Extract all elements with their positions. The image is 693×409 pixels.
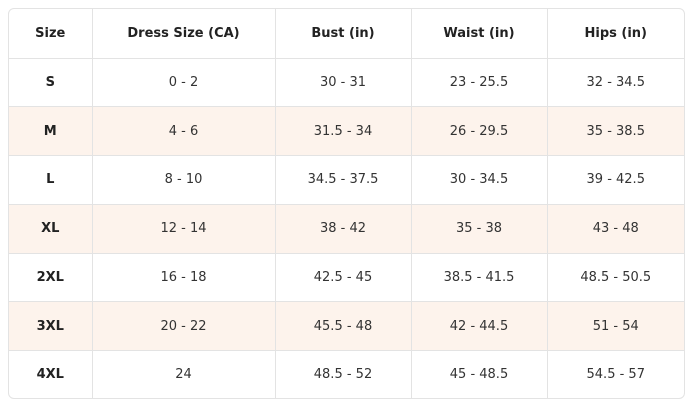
table-cell: 35 - 38	[410, 203, 548, 254]
table-cell: 23 - 25.5	[410, 57, 548, 108]
table-cell: 42.5 - 45	[274, 252, 412, 303]
table-cell: 38.5 - 41.5	[410, 252, 548, 303]
table-row: XL 12 - 14 38 - 42 35 - 38 43 - 48	[9, 203, 684, 254]
table-cell: 48.5 - 52	[274, 350, 412, 398]
size-cell: S	[9, 57, 93, 108]
table-row: 3XL 20 - 22 45.5 - 48 42 - 44.5 51 - 54	[9, 301, 684, 352]
table-cell: 54.5 - 57	[546, 350, 684, 398]
size-cell: XL	[9, 203, 93, 254]
size-chart: Size Dress Size (CA) Bust (in) Waist (in) Hi…	[8, 8, 685, 399]
size-table: Size Dress Size (CA) Bust (in) Waist (in) Hi…	[9, 9, 684, 398]
table-cell: 43 - 48	[546, 203, 684, 254]
table-cell: 48.5 - 50.5	[546, 252, 684, 303]
size-cell: M	[9, 106, 93, 157]
table-cell: 30 - 31	[274, 57, 412, 108]
table-cell: 38 - 42	[274, 203, 412, 254]
table-cell: 32 - 34.5	[546, 57, 684, 108]
table-cell: 35 - 38.5	[546, 106, 684, 157]
table-cell: 45 - 48.5	[410, 350, 548, 398]
header-cell: Dress Size (CA)	[91, 9, 276, 59]
table-cell: 26 - 29.5	[410, 106, 548, 157]
table-cell: 39 - 42.5	[546, 155, 684, 205]
size-cell: L	[9, 155, 93, 205]
header-cell: Hips (in)	[546, 9, 684, 59]
size-cell: 2XL	[9, 252, 93, 303]
header-cell: Size	[9, 9, 93, 59]
table-cell: 16 - 18	[91, 252, 276, 303]
table-row: 2XL 16 - 18 42.5 - 45 38.5 - 41.5 48.5 - 50.…	[9, 252, 684, 303]
size-cell: 4XL	[9, 350, 93, 398]
header-row: Size Dress Size (CA) Bust (in) Waist (in) Hi…	[9, 9, 684, 59]
table-cell: 20 - 22	[91, 301, 276, 352]
table-cell: 24	[91, 350, 276, 398]
table-cell: 42 - 44.5	[410, 301, 548, 352]
table-cell: 51 - 54	[546, 301, 684, 352]
table-cell: 30 - 34.5	[410, 155, 548, 205]
size-cell: 3XL	[9, 301, 93, 352]
table-cell: 4 - 6	[91, 106, 276, 157]
header-cell: Waist (in)	[410, 9, 548, 59]
table-cell: 34.5 - 37.5	[274, 155, 412, 205]
header-cell: Bust (in)	[274, 9, 412, 59]
table-cell: 8 - 10	[91, 155, 276, 205]
table-row: 4XL 24 48.5 - 52 45 - 48.5 54.5 - 57	[9, 350, 684, 398]
table-cell: 45.5 - 48	[274, 301, 412, 352]
table-cell: 12 - 14	[91, 203, 276, 254]
table-cell: 31.5 - 34	[274, 106, 412, 157]
table-cell: 0 - 2	[91, 57, 276, 108]
